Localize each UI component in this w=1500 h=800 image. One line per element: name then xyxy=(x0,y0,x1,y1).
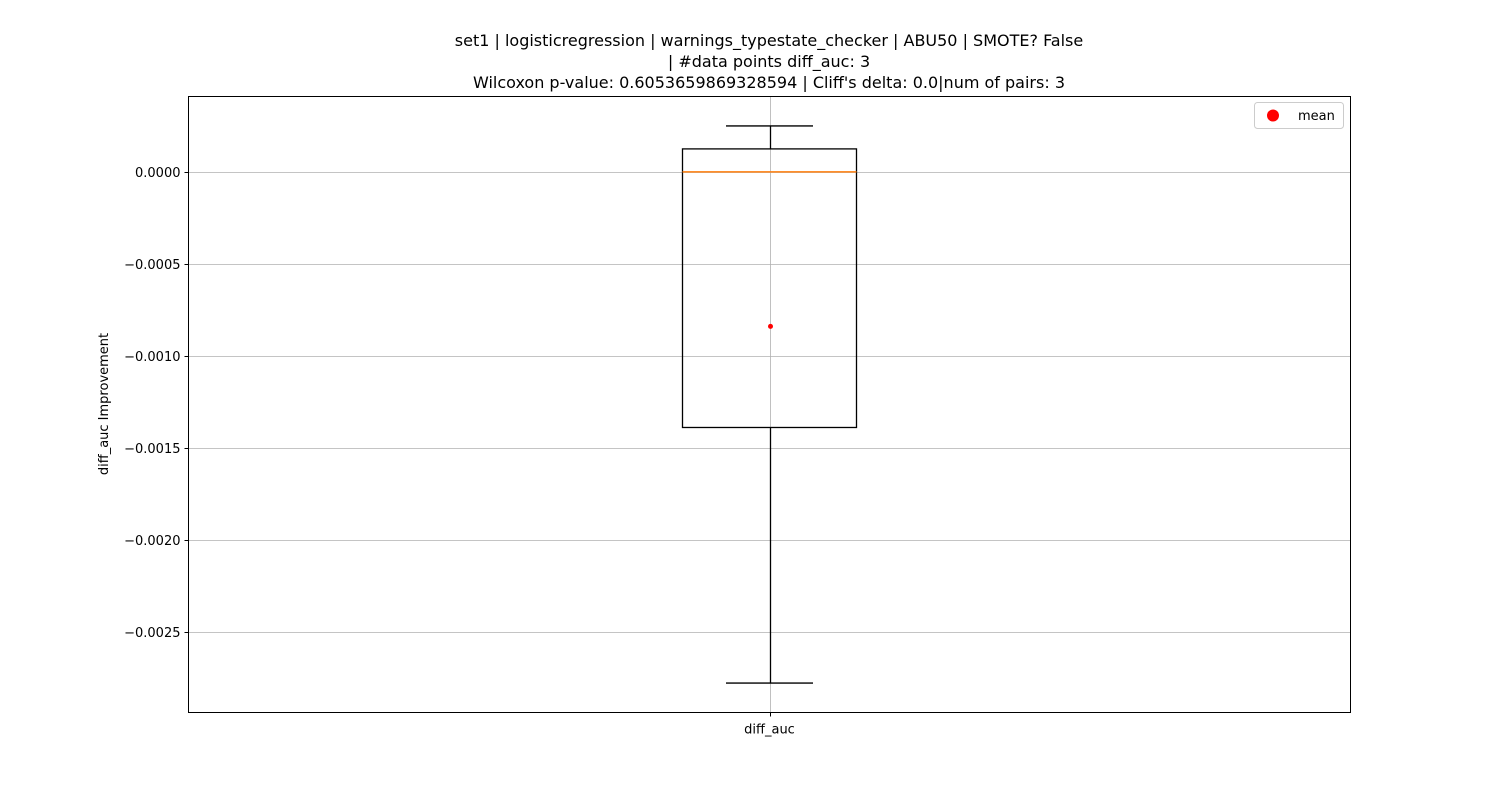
y-gridlines xyxy=(188,172,1351,633)
legend-mean-label: mean xyxy=(1298,109,1335,124)
y-tick-label: −0.0010 xyxy=(124,350,180,365)
x-axis: diff_auc xyxy=(744,712,795,738)
title-line-1: set1 | logisticregression | warnings_typ… xyxy=(455,31,1083,51)
box-plot xyxy=(681,125,858,684)
y-tick-label: −0.0005 xyxy=(124,258,180,273)
mean-marker xyxy=(768,323,773,329)
y-tick-label: −0.0025 xyxy=(124,626,180,641)
legend-frame xyxy=(1254,102,1344,129)
x-tick-label: diff_auc xyxy=(744,723,795,738)
plot-area xyxy=(188,96,1351,713)
y-tick-label: −0.0020 xyxy=(124,534,180,549)
legend: mean xyxy=(1254,102,1344,129)
y-tick-label: −0.0015 xyxy=(124,442,180,457)
y-tick-label: 0.0000 xyxy=(135,166,181,181)
box-iqr xyxy=(681,148,858,429)
legend-mean-marker xyxy=(1267,109,1279,122)
title-line-2: | #data points diff_auc: 3 xyxy=(668,52,870,72)
chart-title: set1 | logisticregression | warnings_typ… xyxy=(455,31,1083,92)
title-line-3: Wilcoxon p-value: 0.6053659869328594 | C… xyxy=(473,73,1065,92)
y-axis: 0.0000 −0.0005 −0.0010 −0.0015 −0.0020 −0.002… xyxy=(124,166,189,641)
y-axis-label: diff_auc Improvement xyxy=(97,333,112,475)
